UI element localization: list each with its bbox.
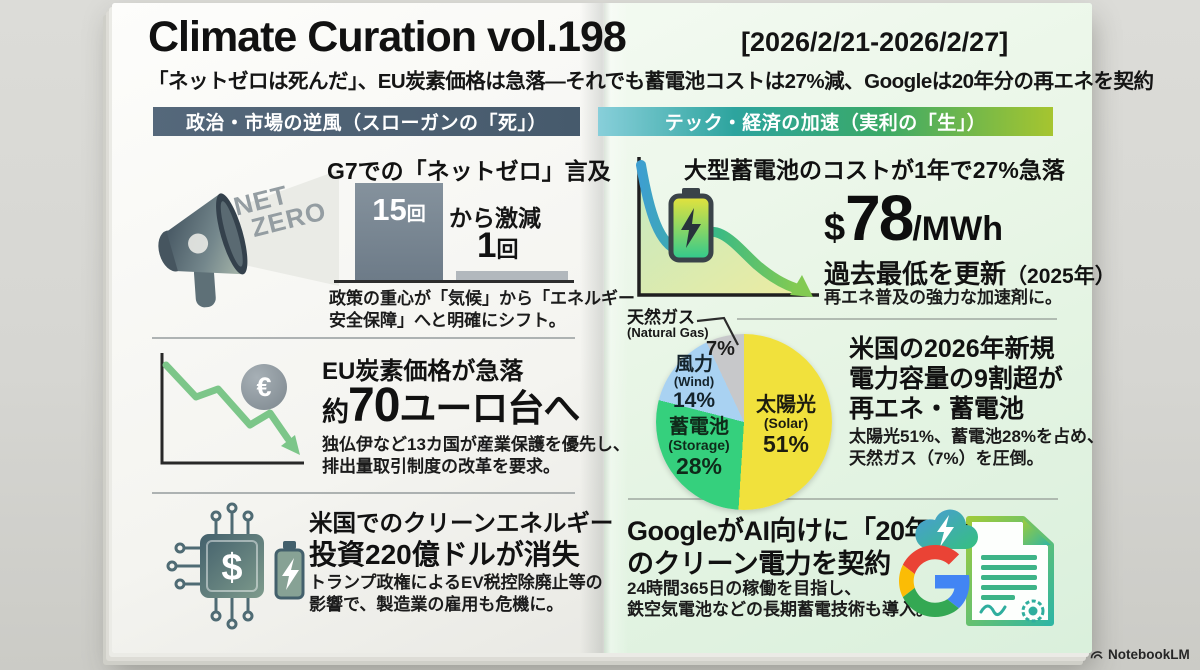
bar-before: 15 回	[355, 183, 443, 280]
eu-caption: 独仏伊など13カ国が産業保護を優先し、 排出量取引制度の改革を要求。	[322, 434, 630, 478]
bar-before-value: 15	[372, 192, 407, 227]
wind-label-jp: 風力	[674, 354, 713, 375]
contract-document-icon	[966, 516, 1054, 626]
right-divider-1	[737, 318, 1057, 320]
date-range: [2026/2/21-2026/2/27]	[741, 27, 1009, 57]
notebooklm-icon	[1090, 651, 1103, 659]
pie-label-storage: 蓄電池 (Storage) 28%	[660, 416, 738, 480]
pie-caption: 太陽光51%、蓄電池28%を占め、 天然ガス（7%）を圧倒。	[849, 426, 1104, 470]
record-year: （2025年）	[1006, 265, 1116, 288]
pie-title-line2: 電力容量の9割超が	[849, 365, 1063, 393]
pie-caption-line2: 天然ガス（7%）を圧倒。	[849, 449, 1044, 468]
storage-label-en: (Storage)	[668, 437, 730, 453]
eu-caption-line2: 排出量取引制度の改革を要求。	[322, 457, 560, 476]
google-caption-line2: 鉄空気電池などの長期蓄電技術も導入。	[627, 600, 933, 619]
pie-chart	[656, 334, 832, 510]
euro-icon: €	[241, 364, 287, 410]
price-value: 78	[845, 182, 914, 254]
bar-after-value: 1	[477, 226, 497, 265]
google-section-title-line2: のクリーン電力を契約	[627, 549, 891, 579]
gas-label-jp: 天然ガス	[627, 308, 695, 327]
google-caption-line1: 24時間365日の稼働を目指し、	[627, 579, 862, 598]
chip-dollar-glyph: $	[221, 547, 242, 589]
right-divider-2	[628, 498, 1058, 500]
pie-label-solar: 太陽光 (Solar) 51%	[750, 394, 822, 458]
wind-label-pct: 14%	[672, 389, 716, 412]
pie-title-line3: 再エネ・蓄電池	[849, 395, 1025, 423]
eu-section-title: EU炭素価格が急落	[322, 358, 524, 385]
bar-after	[456, 271, 568, 280]
storage-label-jp: 蓄電池	[669, 416, 729, 438]
bar-after-label: 1 回	[477, 226, 518, 266]
gas-label-en: (Natural Gas)	[627, 325, 709, 340]
wind-label-en: (Wind)	[673, 374, 715, 389]
pie-section-title: 米国の2026年新規 電力容量の9割超が 再エネ・蓄電池	[849, 334, 1063, 424]
battery-icon	[668, 188, 714, 263]
battery-price: $ 78 /MWh	[824, 181, 1003, 255]
us-caption-line2: 影響で、製造業の雇用も危機に。	[309, 595, 564, 614]
eu-headline-suffix: ユーロ台へ	[399, 388, 580, 429]
storage-label-pct: 28%	[675, 453, 723, 479]
page-title: Climate Curation vol.198	[148, 13, 627, 61]
right-column-header: テック・経済の加速（実利の「生」）	[598, 107, 1053, 136]
notebooklm-label: NotebookLM	[1108, 647, 1190, 662]
left-divider-1	[152, 337, 575, 339]
us-section-title-line2: 投資220億ドルが消失	[309, 539, 580, 570]
pie-label-gas: 天然ガス (Natural Gas)	[627, 308, 709, 340]
eu-headline: 約 70 ユーロ台へ	[322, 378, 580, 433]
bar-before-unit: 回	[406, 204, 426, 225]
eu-headline-prefix: 約	[322, 397, 349, 427]
record-text: 過去最低を更新	[824, 259, 1007, 289]
us-caption: トランプ政権によるEV税控除廃止等の 影響で、製造業の雇用も危機に。	[309, 572, 603, 616]
battery-section-title: 大型蓄電池のコストが1年で27%急落	[684, 157, 1065, 183]
bar-axis	[334, 280, 574, 283]
megaphone-icon	[158, 170, 339, 308]
us-section-title-line1: 米国でのクリーンエネルギー	[309, 510, 614, 536]
google-logo-icon	[899, 545, 970, 617]
g7-section-title: G7での「ネットゼロ」言及	[327, 158, 611, 184]
pie-title-line1: 米国の2026年新規	[849, 335, 1055, 363]
left-divider-2	[152, 492, 575, 494]
pie-pct-gas: 7%	[706, 338, 735, 360]
bar-after-unit: 回	[496, 237, 519, 262]
eu-headline-value: 70	[348, 379, 400, 432]
decline-chart-icon	[160, 353, 304, 465]
solar-label-pct: 51%	[762, 431, 810, 457]
g7-caption-line2: 安全保障」へと明確にシフト。	[329, 311, 566, 330]
g7-caption: 政策の重心が「気候」から「エネルギー 安全保障」へと明確にシフト。	[329, 288, 635, 332]
eu-caption-line1: 独仏伊など13カ国が産業保護を優先し、	[322, 435, 630, 454]
left-column-header: 政治・市場の逆風（スローガンの「死」）	[153, 107, 580, 136]
battery-caption: 再エネ普及の強力な加速剤に。	[824, 288, 1062, 307]
bar-annotation: から激減	[449, 205, 541, 231]
google-caption: 24時間365日の稼働を目指し、 鉄空気電池などの長期蓄電技術も導入。	[627, 578, 933, 620]
circuit-dollar-icon: $	[166, 502, 305, 630]
subtitle: 「ネットゼロは死んだ」、EU炭素価格は急落—それでも蓄電池コストは27%減、Go…	[148, 70, 1154, 93]
solar-label-en: (Solar)	[763, 415, 809, 431]
cloud-lightning-icon	[915, 509, 978, 549]
g7-caption-line1: 政策の重心が「気候」から「エネルギー	[329, 289, 635, 308]
us-caption-line1: トランプ政権によるEV税控除廃止等の	[309, 573, 603, 592]
price-currency: $	[824, 207, 846, 249]
solar-label-jp: 太陽光	[756, 394, 816, 416]
price-unit: /MWh	[912, 210, 1003, 248]
pie-label-wind: 風力 (Wind) 14%	[662, 354, 726, 413]
battery-record: 過去最低を更新 （2025年）	[824, 254, 1116, 291]
gas-leader-line	[696, 316, 739, 346]
pie-caption-line1: 太陽光51%、蓄電池28%を占め、	[849, 427, 1105, 446]
battery-cost-chart	[636, 157, 819, 297]
notebooklm-logo: NotebookLM	[1089, 647, 1190, 662]
